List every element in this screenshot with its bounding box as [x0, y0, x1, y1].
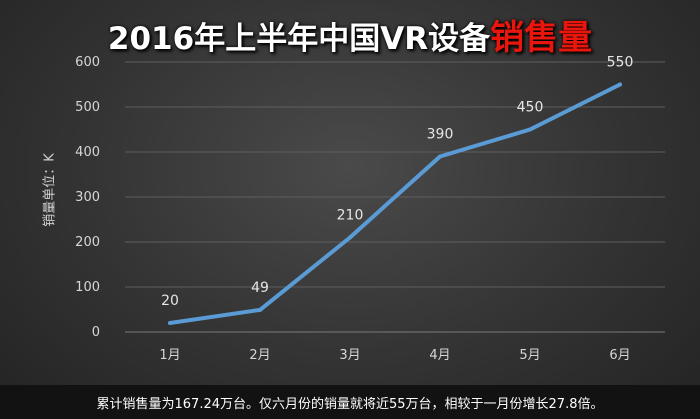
x-tick-label: 5月 [519, 348, 540, 363]
chart-title: 2016年上半年中国VR设备销售量 [0, 10, 700, 59]
y-tick-label: 200 [75, 235, 100, 250]
y-axis-label: 销量单位：K [42, 153, 58, 227]
y-tick-label: 600 [75, 55, 100, 70]
y-tick-label: 300 [75, 190, 100, 205]
y-tick-label: 400 [75, 145, 100, 160]
data-point [348, 235, 352, 240]
data-label: 20 [161, 293, 179, 309]
data-label: 550 [607, 55, 634, 71]
data-labels: 20 49 210 390 450 550 [161, 55, 633, 310]
axis-ticks: 0 100 200 300 400 500 600 1月 2月 3月 4月 5月 6月 [75, 55, 630, 363]
data-point [438, 154, 442, 159]
y-tick-label: 0 [92, 325, 100, 340]
series-line [168, 82, 622, 325]
data-label: 390 [427, 127, 454, 143]
y-tick-label: 500 [75, 100, 100, 115]
data-point [618, 82, 622, 87]
data-point [258, 307, 262, 312]
series-line-path [168, 82, 622, 325]
footer-note: 累计销售量为167.24万台。仅六月份的销量就将近55万台，相较于一月份增长27… [96, 397, 604, 412]
x-tick-label: 1月 [159, 348, 180, 363]
footer-bar [0, 385, 700, 419]
data-point [528, 127, 532, 132]
x-tick-label: 2月 [249, 348, 270, 363]
y-tick-label: 100 [75, 280, 100, 295]
title-accent: 销售量 [490, 18, 593, 58]
data-label: 450 [517, 100, 544, 116]
data-label: 49 [251, 280, 269, 296]
data-point [168, 321, 172, 325]
x-tick-label: 6月 [609, 348, 630, 363]
x-tick-label: 4月 [429, 348, 450, 363]
title-main: 2016年上半年中国VR设备 [107, 21, 491, 57]
x-tick-label: 3月 [339, 348, 360, 363]
data-label: 210 [337, 208, 364, 224]
